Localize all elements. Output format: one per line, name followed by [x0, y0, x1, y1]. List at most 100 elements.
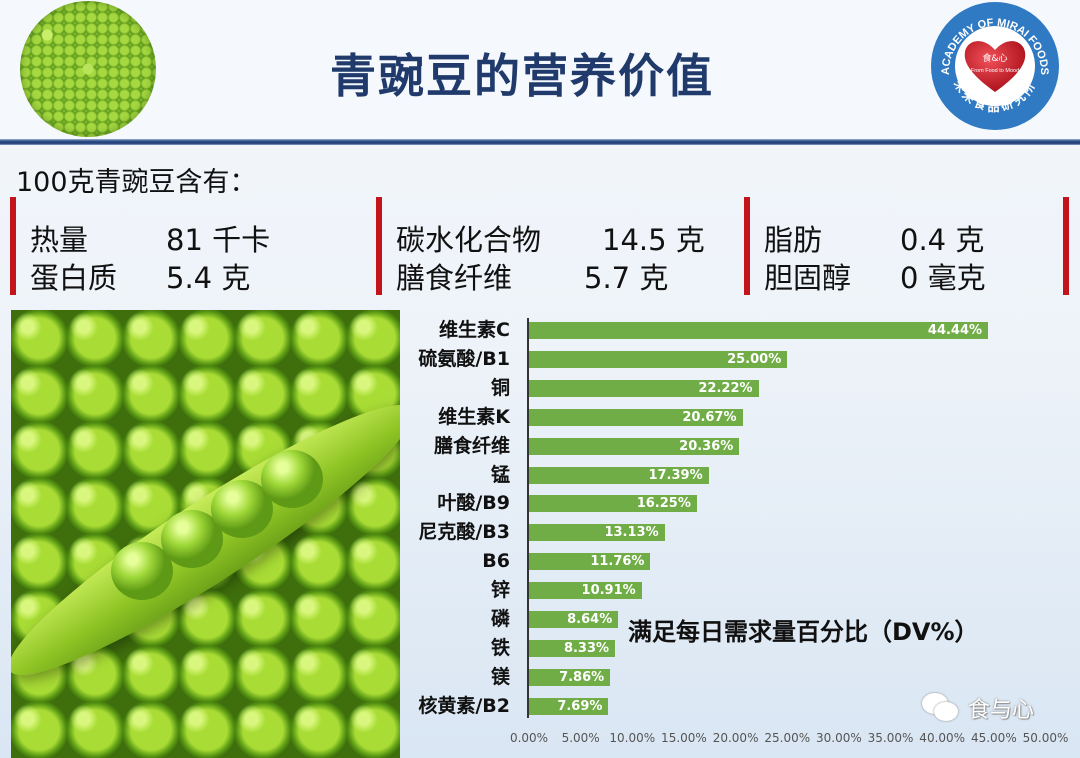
- category-label: 硫氨酸/B1: [418, 347, 510, 370]
- nutrient-row: 蛋白质 5.4 克: [30, 255, 250, 297]
- category-label: 锌: [490, 579, 510, 602]
- nutrient-row: 碳水化合物 14.5 克: [396, 217, 705, 259]
- bar-value-label: 10.91%: [581, 583, 636, 599]
- academy-logo: ACADEMY OF MIRAI FOODS 未来食品研究所 食&心 From …: [931, 2, 1059, 130]
- bar-value-label: 20.67%: [682, 409, 737, 425]
- category-label: B6: [482, 550, 510, 573]
- category-label: 核黄素/B2: [418, 694, 510, 717]
- x-tick-label: 40.00%: [919, 731, 966, 745]
- pea: [261, 450, 323, 508]
- nutrient-row: 脂肪 0.4 克: [764, 217, 984, 259]
- nutrition-heading: 100克青豌豆含有：: [16, 167, 257, 198]
- bar: 17.39%: [529, 466, 709, 484]
- bar-row: 叶酸/B9 16.25%: [0, 489, 1080, 518]
- nutrition-group-1: 热量 81 千卡 蛋白质 5.4 克: [10, 197, 370, 295]
- bar: 10.91%: [529, 582, 642, 600]
- x-tick-label: 25.00%: [764, 731, 811, 745]
- category-label: 镁: [490, 665, 510, 688]
- wechat-icon: [922, 693, 962, 723]
- nutrition-group-3: 脂肪 0.4 克 胆固醇 0 毫克: [744, 197, 1074, 295]
- x-tick-label: 10.00%: [609, 731, 656, 745]
- red-divider: [1063, 197, 1069, 295]
- red-divider: [10, 197, 16, 295]
- page-title: 青豌豆的营养价值: [330, 49, 714, 103]
- bar: 8.64%: [529, 611, 619, 628]
- category-label: 尼克酸/B3: [418, 521, 510, 544]
- nutrient-row: 膳食纤维 5.7 克: [396, 255, 668, 297]
- category-label: 叶酸/B9: [437, 492, 510, 515]
- x-tick-label: 15.00%: [661, 731, 707, 745]
- nutrient-name: 胆固醇: [764, 261, 852, 295]
- heart-icon: 食&心 From Food to Mood: [964, 41, 1026, 92]
- bar-value-label: 11.76%: [590, 554, 645, 570]
- nutrient-name: 蛋白质: [30, 261, 118, 295]
- bar: 25.00%: [529, 350, 788, 368]
- bar-row: B6 11.76%: [0, 547, 1080, 576]
- red-divider: [744, 197, 750, 295]
- category-label: 铁: [490, 636, 510, 659]
- bar-row: 维生素K 20.67%: [0, 403, 1080, 432]
- wechat-watermark: 食与心: [922, 692, 1034, 724]
- bar-value-label: 22.22%: [698, 380, 753, 396]
- bar: 20.67%: [529, 408, 743, 426]
- nutrient-name: 热量: [30, 223, 89, 257]
- nutrient-row: 胆固醇 0 毫克: [764, 255, 986, 297]
- category-label: 磷: [490, 608, 510, 630]
- x-tick-label: 35.00%: [867, 731, 914, 745]
- bar: 8.33%: [529, 639, 616, 657]
- category-label: 铜: [490, 376, 510, 399]
- bar-value-label: 8.64%: [567, 612, 613, 627]
- bar-row: 锰 17.39%: [0, 461, 1080, 490]
- bar-row: 尼克酸/B3 13.13%: [0, 518, 1080, 547]
- category-label: 维生素K: [438, 405, 510, 428]
- bar-value-label: 44.44%: [927, 323, 983, 338]
- bar: 16.25%: [529, 495, 697, 513]
- bar-value-label: 8.33%: [563, 640, 610, 656]
- bar-value-label: 20.36%: [679, 438, 734, 454]
- x-tick-label: 30.00%: [816, 731, 862, 745]
- bar-row: 锌 10.91%: [0, 576, 1080, 605]
- x-tick-label: 50.00%: [1022, 731, 1069, 745]
- peas-circle-image: [20, 1, 156, 137]
- svg-text:食&心: 食&心: [982, 52, 1007, 64]
- bar-value-label: 7.69%: [557, 698, 603, 714]
- header: [0, 0, 1080, 140]
- nutrient-name: 膳食纤维: [396, 261, 513, 295]
- svg-text:From Food to Mood: From Food to Mood: [971, 68, 1019, 74]
- pea: [111, 542, 173, 600]
- bar-row: 铜 22.22%: [0, 374, 1080, 403]
- header-divider: [0, 139, 1080, 145]
- bar-row: 核黄素/B2 7.69%: [0, 692, 1080, 721]
- bar: 11.76%: [529, 553, 651, 571]
- bar: 7.69%: [529, 697, 609, 715]
- bar-value-label: 16.25%: [636, 496, 691, 512]
- nutrient-name: 脂肪: [764, 223, 823, 257]
- chart-title: 满足每日需求量百分比（DV%）: [628, 618, 979, 646]
- bar-value-label: 25.00%: [727, 351, 782, 367]
- category-label: 膳食纤维: [433, 434, 510, 457]
- nutrient-row: 热量 81 千卡: [30, 217, 270, 259]
- red-divider: [376, 197, 382, 295]
- nutrient-value: 14.5 克: [602, 223, 705, 257]
- bar-row: 铁 8.33%: [0, 634, 1080, 663]
- logo-center: 食&心 From Food to Mood: [955, 26, 1035, 106]
- x-tick-label: 5.00%: [561, 731, 600, 745]
- bar: 7.86%: [529, 668, 611, 686]
- nutrient-value: 5.4 克: [166, 261, 251, 295]
- bar-row: 镁 7.86%: [0, 663, 1080, 692]
- bar-row: 维生素C 44.44%: [0, 316, 1080, 345]
- bar-row: 硫氨酸/B1 25.00%: [0, 345, 1080, 374]
- bar: 13.13%: [529, 524, 665, 542]
- nutrient-value: 5.7 克: [584, 261, 669, 295]
- x-tick-label: 45.00%: [970, 731, 1017, 745]
- category-label: 维生素C: [439, 319, 510, 341]
- nutrient-value: 0 毫克: [900, 261, 986, 295]
- x-tick-label: 0.00%: [509, 731, 549, 745]
- bar: 20.36%: [529, 437, 740, 455]
- bar-value-label: 17.39%: [648, 467, 703, 483]
- bar: 44.44%: [529, 322, 989, 339]
- bar-row: 磷 8.64%: [0, 605, 1080, 634]
- category-label: 锰: [490, 463, 510, 486]
- nutrient-value: 81 千卡: [166, 223, 271, 257]
- nutrient-name: 碳水化合物: [396, 223, 542, 257]
